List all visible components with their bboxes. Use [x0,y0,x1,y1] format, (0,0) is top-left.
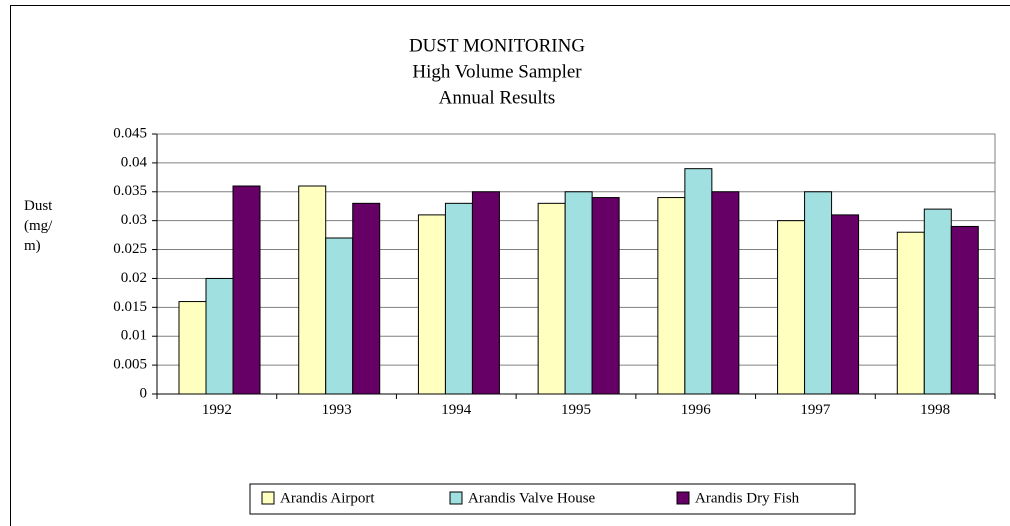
x-tick-label: 1997 [800,402,831,418]
y-tick-label: 0.01 [121,328,147,344]
bar [657,197,686,395]
legend-swatch [449,491,463,505]
x-tick-label-box: 1998 [920,402,951,418]
x-tick-label: 1993 [321,402,352,418]
y-tick-label: 0.035 [113,183,147,199]
bar [298,185,327,395]
bar [684,168,713,395]
y-axis-label: Dust (mg/m) [24,198,53,254]
bar [417,214,446,395]
x-tick-label: 1996 [680,402,711,418]
y-axis-label-box: Dust (mg/m) [24,198,53,254]
x-tick-label-box: 1996 [680,402,711,418]
bar [777,220,806,395]
chart-title: High Volume Sampler [412,61,582,82]
chart-title: Annual Results [439,87,556,108]
x-tick-label: 1994 [441,402,472,418]
bar [711,191,740,395]
bar [896,231,925,395]
bar [444,202,473,395]
bar [831,214,860,395]
bar [325,237,354,395]
x-tick-label: 1992 [201,402,232,418]
x-tick-label-box: 1992 [201,402,232,418]
legend-label: Arandis Dry Fish [695,490,800,506]
bar [537,202,566,395]
bar [564,191,593,395]
y-tick-label: 0 [140,385,148,401]
y-tick-label: 0.03 [121,212,147,228]
bar [804,191,833,395]
legend-swatch [261,491,275,505]
bar [352,202,381,395]
bar [178,301,207,395]
x-tick-label: 1995 [561,402,591,418]
legend-box [249,483,856,515]
y-tick-label: 0.025 [113,241,147,257]
bar [591,197,620,395]
bar [923,208,952,395]
x-tick-label-box: 1995 [561,402,591,418]
x-tick-label-box: 1993 [321,402,352,418]
bar [950,225,979,395]
x-tick-label: 1998 [920,402,951,418]
y-tick-label: 0.04 [121,154,148,170]
legend-swatch [676,491,690,505]
y-tick-label: 0.045 [113,125,147,141]
bar [232,185,261,395]
bar [205,277,234,395]
y-tick-label: 0.005 [113,357,147,373]
legend-label: Arandis Airport [280,490,375,506]
chart-border [10,5,1010,526]
x-tick-label-box: 1997 [800,402,831,418]
legend-label: Arandis Valve House [468,490,596,506]
bar [471,191,500,395]
chart-title: DUST MONITORING [409,35,585,56]
y-tick-label: 0.02 [121,270,147,286]
x-tick-label-box: 1994 [441,402,472,418]
y-tick-label: 0.015 [113,299,147,315]
